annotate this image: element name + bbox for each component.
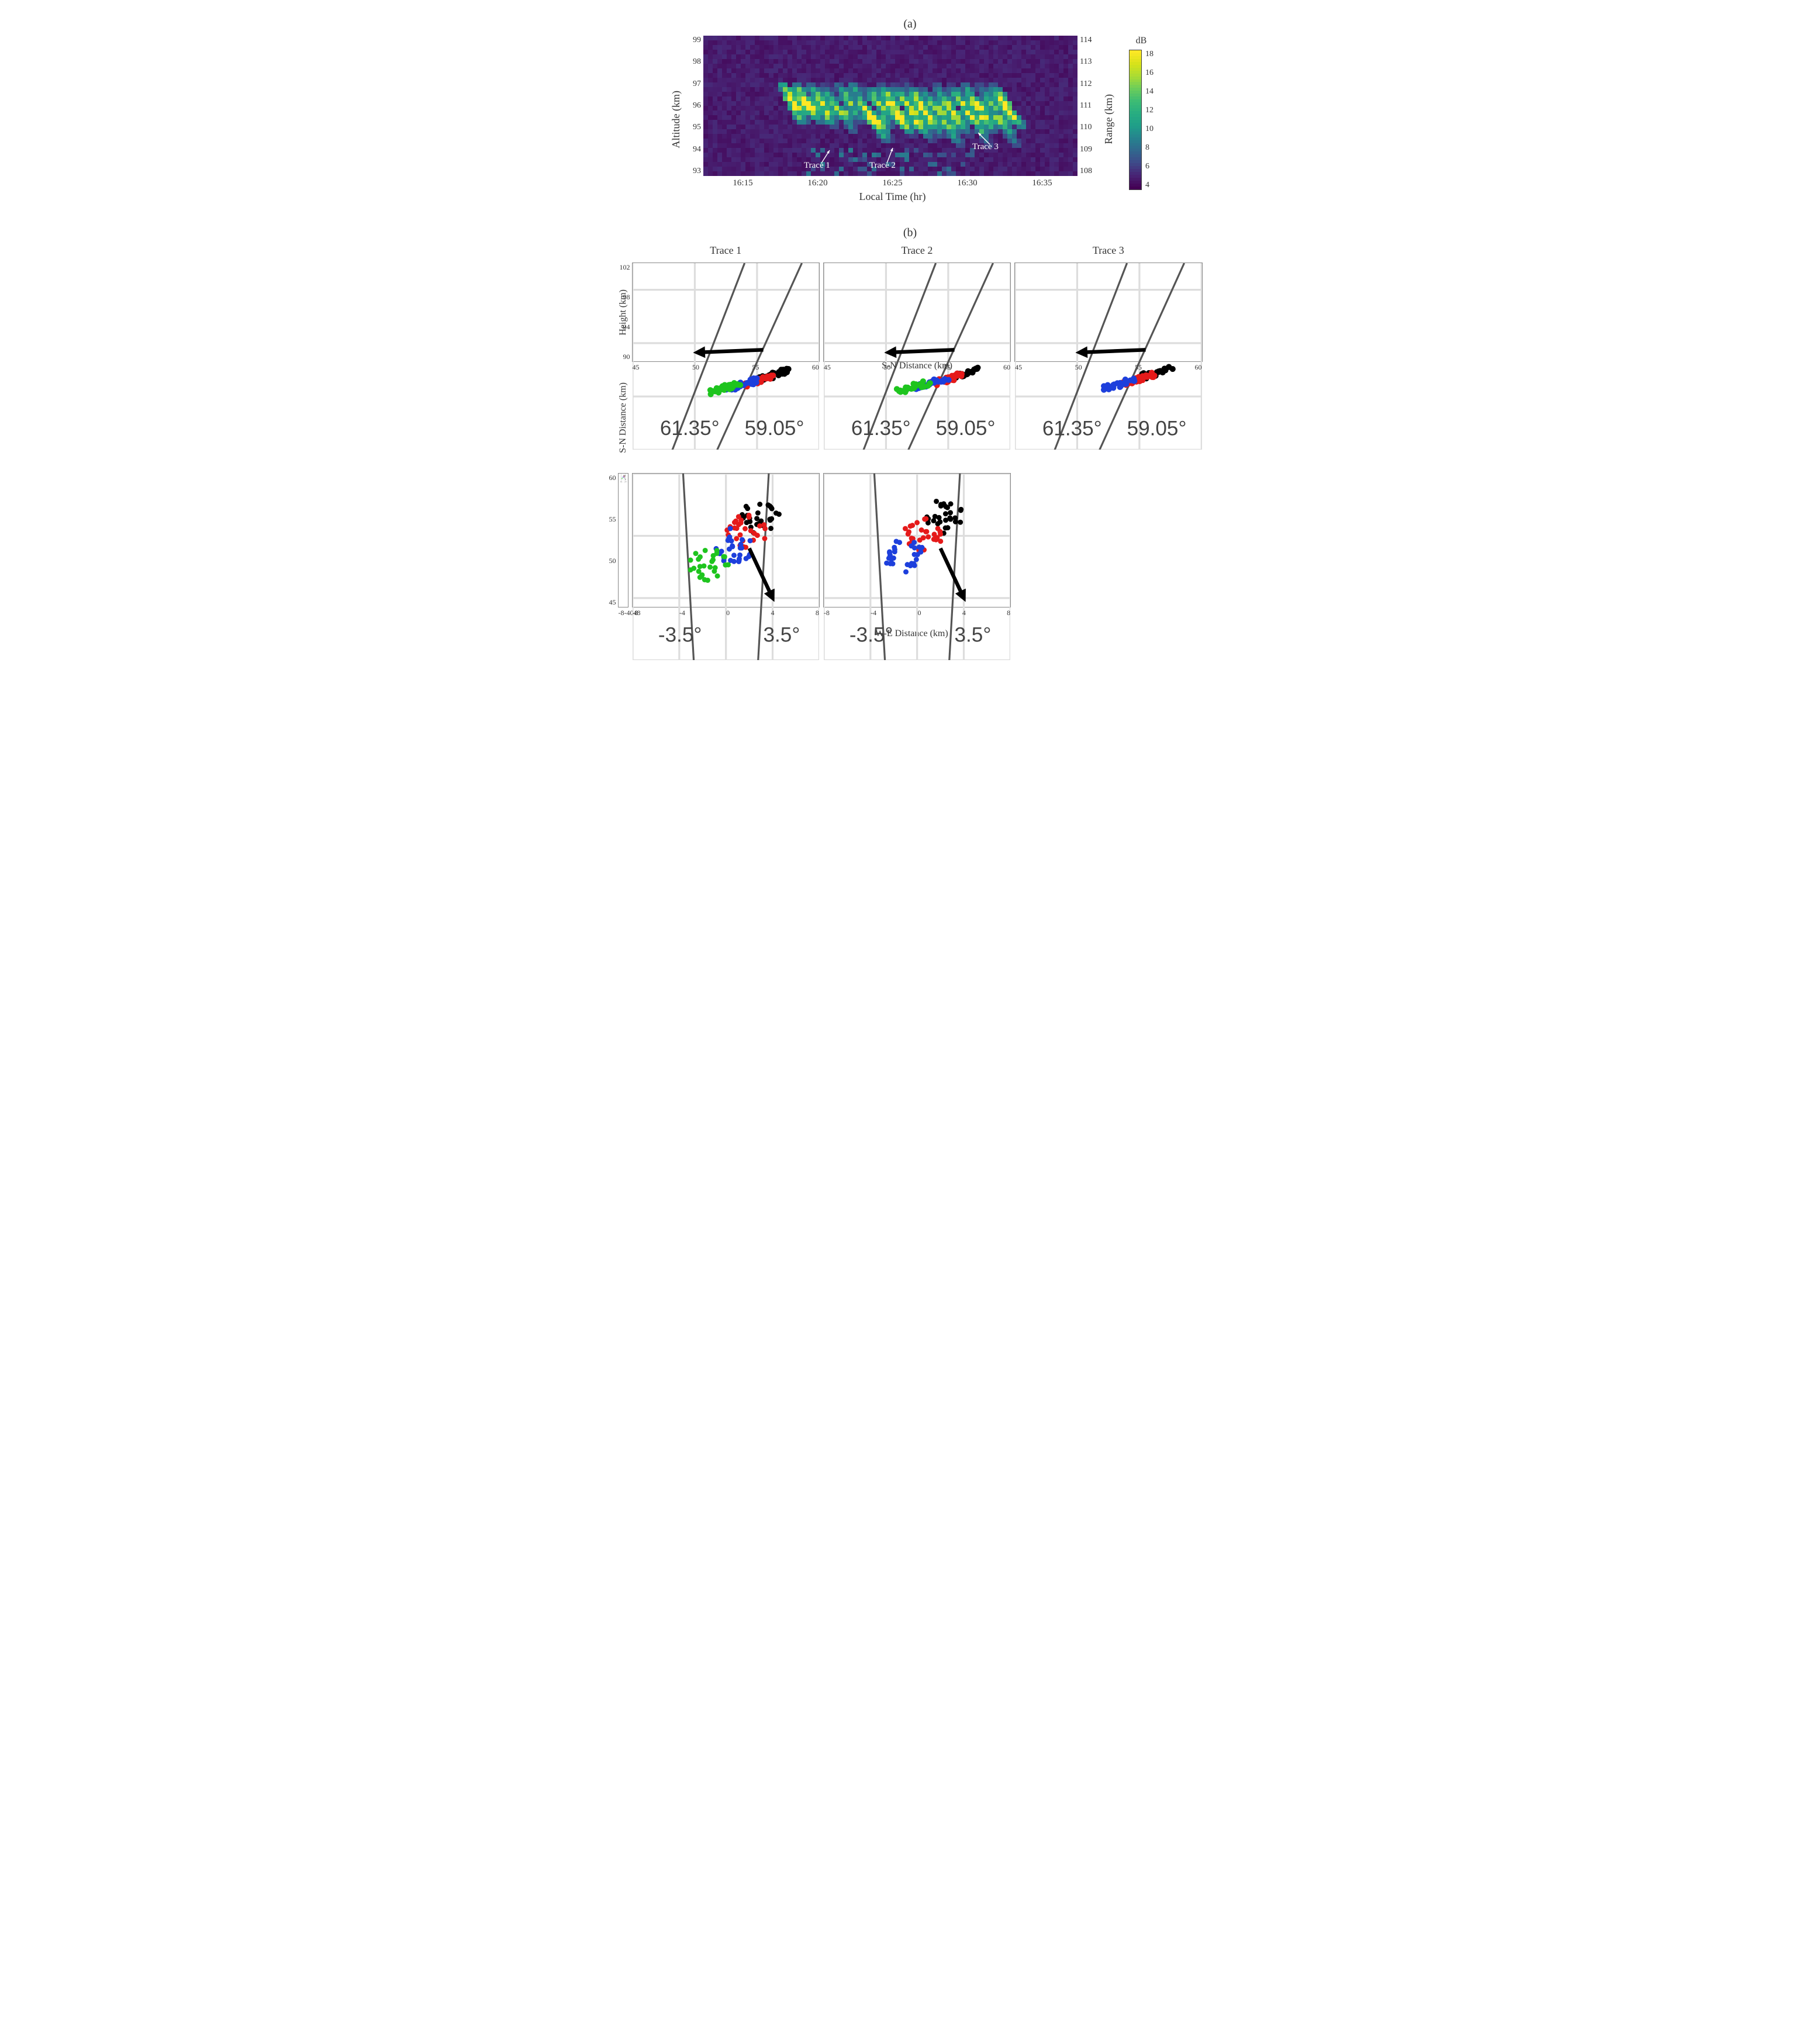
panel-a-label: (a) [618, 18, 1203, 31]
col-title-2: Trace 2 [823, 244, 1011, 257]
heatmap-ylabel-left: Altitude (km) [666, 91, 682, 148]
subplot-r2c1: -3.5°3.5°60555045-8-4048 [618, 473, 628, 607]
figure-root: (a) Altitude (km) 99989796959493 Trace 1… [618, 18, 1203, 639]
svg-text:-3.5°: -3.5° [849, 623, 893, 646]
heatmap-ylabel-right: Range (km) [1103, 94, 1118, 144]
colorbar: dB 1816141210864 [1129, 36, 1154, 203]
col-title-1: Trace 1 [632, 244, 820, 257]
svg-text:61.35°: 61.35° [851, 417, 911, 440]
panel-b-label: (b) [618, 226, 1203, 240]
heatmap-yticks-right: 114113112111110109108 [1078, 36, 1092, 176]
subplot-r2c3: -3.5°3.5°-8-4048 [823, 473, 1011, 607]
subplot-r1c1: 61.35°59.05°10298949045505560 [632, 263, 820, 362]
svg-text:61.35°: 61.35° [659, 417, 719, 440]
svg-text:3.5°: 3.5° [625, 481, 627, 482]
heatmap-frame: 99989796959493 Trace 1Trace 2Trace 3 114… [693, 36, 1092, 203]
panel-a: Altitude (km) 99989796959493 Trace 1Trac… [618, 36, 1203, 203]
col-title-3: Trace 3 [1014, 244, 1202, 257]
row1-xlabel: S-N Distance (km) [632, 361, 1203, 371]
svg-text:-3.5°: -3.5° [658, 623, 702, 646]
svg-text:3.5°: 3.5° [763, 623, 800, 646]
heatmap-xticks: 16:1516:2016:2516:3016:35 [706, 178, 1080, 188]
svg-text:59.05°: 59.05° [744, 417, 804, 440]
colorbar-title: dB [1136, 36, 1147, 46]
svg-text:61.35°: 61.35° [1042, 417, 1102, 440]
heatmap-xlabel: Local Time (hr) [859, 191, 926, 203]
svg-text:-3.5°: -3.5° [620, 481, 622, 482]
row2-ylabel: S-N Distance (km) [618, 382, 628, 453]
panel-b-grid: Trace 1 Trace 2 Trace 3 Height (km) 61.3… [618, 244, 1203, 607]
colorbar-bar [1129, 50, 1142, 190]
subplot-r1c3: 61.35°59.05°45505560 [1014, 263, 1202, 362]
subplot-r2c2: -3.5°3.5°-8-4048 [632, 473, 820, 607]
svg-text:3.5°: 3.5° [954, 623, 991, 646]
colorbar-ticks: 1816141210864 [1142, 50, 1154, 190]
svg-text:59.05°: 59.05° [1127, 417, 1187, 440]
heatmap-yticks-left: 99989796959493 [693, 36, 703, 176]
subplot-r1c2: 61.35°59.05°45505560 [823, 263, 1011, 362]
svg-text:59.05°: 59.05° [935, 417, 995, 440]
heatmap-plot: Trace 1Trace 2Trace 3 [703, 36, 1078, 176]
